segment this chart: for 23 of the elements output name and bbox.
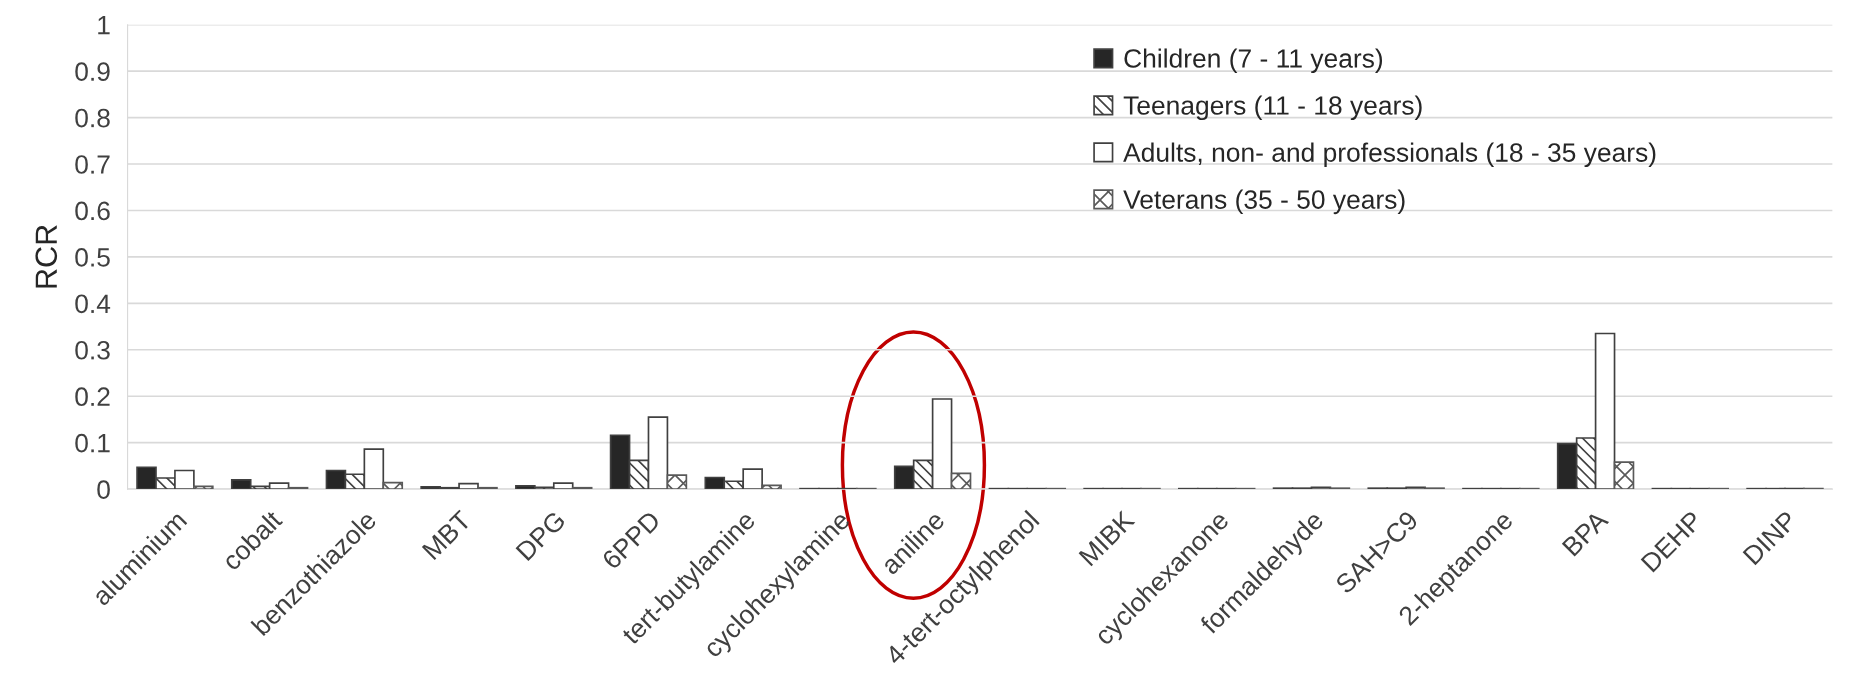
x-tick-label: BPA (1561, 509, 1610, 557)
bar (193, 485, 214, 490)
bar (761, 484, 782, 490)
y-tick-label: 0 (97, 480, 110, 499)
legend-label: Teenagers (11 - 18 years) (1123, 95, 1422, 121)
bar (950, 472, 972, 490)
y-tick-label: 0.2 (75, 387, 110, 407)
y-tick-label: 0.4 (75, 294, 111, 314)
y-tick-label: 0.7 (75, 155, 110, 174)
y-tick-label: 0.3 (75, 340, 110, 360)
y-axis-title: RCR (35, 225, 58, 288)
legend-label: Adults, non- and professionals (18 - 35 years) (1123, 142, 1656, 168)
y-tick-label: 0.6 (75, 201, 110, 221)
y-tick-label: 1 (98, 16, 110, 35)
bar (666, 474, 688, 490)
y-tick-label: 0.1 (75, 433, 110, 453)
y-tick-label: 0.5 (75, 248, 110, 267)
legend-label: Children (7 - 11 years) (1124, 48, 1383, 74)
legend-label: Veterans (35 - 50 years) (1123, 189, 1405, 215)
bar (1613, 461, 1635, 490)
y-tick-label: 0.8 (75, 108, 110, 128)
y-tick-label: 0.9 (75, 62, 110, 81)
bar (382, 481, 404, 490)
